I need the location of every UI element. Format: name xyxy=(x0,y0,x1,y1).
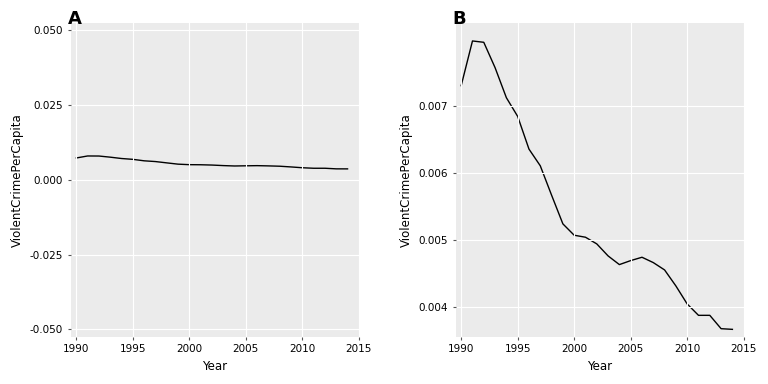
Text: B: B xyxy=(452,10,466,28)
X-axis label: Year: Year xyxy=(587,360,612,373)
Y-axis label: ViolentCrimePerCapita: ViolentCrimePerCapita xyxy=(400,113,413,247)
Text: A: A xyxy=(68,10,81,28)
X-axis label: Year: Year xyxy=(202,360,227,373)
Y-axis label: ViolentCrimePerCapita: ViolentCrimePerCapita xyxy=(11,113,24,247)
